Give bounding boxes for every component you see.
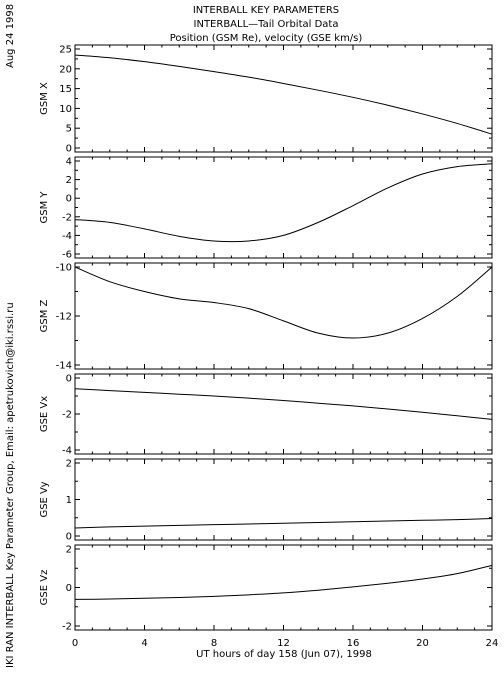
chart-title-line-1: INTERBALL KEY PARAMETERS [193,5,339,16]
x-tick-label: 8 [211,638,217,649]
y-tick-label: -10 [56,263,72,274]
x-tick-label: 16 [347,638,360,649]
x-tick-label: 4 [141,638,147,649]
y-tick-label: 10 [59,104,72,115]
y-tick-label: 20 [59,64,72,75]
y-tick-label: 0 [66,194,72,205]
y-tick-label: -2 [62,410,72,421]
x-tick-labels: 0 4 8 12 16 20 24 [72,638,499,649]
series-line-gse-vx [74,388,493,420]
panel-frame [74,262,493,370]
y-tick-label: 15 [59,84,72,95]
panel-6: -2 0 2 GSE Vz [39,544,493,633]
y-axis-label: GSM X [39,82,50,115]
series-line-gsm-x [74,54,493,135]
y-tick-label: 25 [59,45,72,56]
chart-title-line-2: INTERBALL—Tail Orbital Data [194,19,339,30]
series-line-gse-vz [74,564,493,600]
panel-2: -6 -4 -2 0 2 4 GSM Y [39,156,493,261]
y-tick-label: 0 [66,144,72,155]
y-tick-label: -12 [56,312,72,323]
y-tick-label: 4 [66,157,72,168]
series-line-gsm-z [74,266,493,339]
x-tick-label: 24 [486,638,499,649]
series-line-gse-vy [74,517,493,529]
y-tick-label: 2 [66,175,72,186]
panel-frame [74,373,493,455]
y-tick-label: -14 [56,361,72,372]
panel-4: -4 -2 0 GSE Vx [39,373,493,457]
x-tick-label: 0 [72,638,78,649]
panel-1: 0 5 10 15 20 25 GSM X [39,44,493,155]
panel-3: -14 -12 -10 GSM Z [39,262,493,372]
x-axis-label: UT hours of day 158 (Jun 07), 1998 [196,649,372,660]
y-tick-label: -2 [62,212,72,223]
y-axis-label: GSM Z [39,299,50,332]
y-tick-label: 2 [66,545,72,556]
y-axis-label: GSM Y [39,191,50,224]
y-tick-label: 0 [66,583,72,594]
y-tick-label: -2 [62,622,72,633]
y-tick-label: 0 [66,532,72,543]
y-tick-label: -4 [62,446,72,457]
side-date: Aug 24 1998 [5,4,16,68]
side-credit: IKI RAN INTERBALL Key Parameter Group, E… [5,302,16,668]
y-tick-label: 5 [66,124,72,135]
chart-title-line-3: Position (GSM Re), velocity (GSE km/s) [170,33,363,44]
x-tick-label: 12 [277,638,290,649]
y-tick-label: -4 [62,231,72,242]
y-axis-label: GSE Vx [39,396,50,432]
panel-frame [74,458,493,541]
panel-5: 0 1 2 GSE Vy [39,458,493,543]
series-line-gsm-y [74,163,493,243]
y-tick-label: -6 [62,250,72,261]
y-tick-label: 0 [66,374,72,385]
x-tick-label: 20 [416,638,429,649]
y-tick-label: 2 [66,459,72,470]
y-tick-label: 1 [66,495,72,506]
y-axis-label: GSE Vz [39,570,50,606]
panel-frame [74,544,493,631]
y-axis-label: GSE Vy [39,481,50,517]
